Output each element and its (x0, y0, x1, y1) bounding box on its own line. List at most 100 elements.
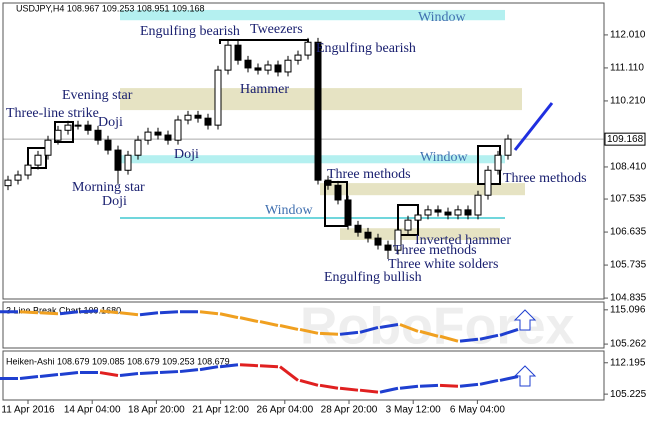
candle-body (304, 41, 312, 56)
candle-body (214, 69, 222, 126)
panel-segment (319, 331, 339, 336)
panel-segment (379, 386, 399, 394)
pattern-label: Engulfing bearish (140, 24, 240, 39)
candle-body (154, 131, 162, 136)
up-arrow (513, 365, 537, 387)
candle-body (114, 149, 122, 171)
panel-frame (2, 350, 605, 401)
panel-segment (99, 371, 119, 377)
candle-body (464, 209, 472, 216)
candle-body (314, 41, 322, 181)
panel-segment (219, 363, 239, 369)
candle-body (144, 131, 152, 141)
candle-body (354, 224, 362, 233)
candle-body (34, 154, 42, 166)
pattern-label: Engulfing bullish (324, 270, 422, 285)
panel-segment (419, 329, 439, 338)
panel-segment (219, 312, 239, 320)
candle-body (264, 64, 272, 71)
candle-body (124, 154, 132, 171)
candle-body (434, 209, 442, 213)
y-tick-label: 112.195 (610, 357, 646, 368)
y-tick-label: 108.410 (610, 162, 646, 173)
panel-segment (119, 372, 139, 377)
panel-segment (299, 327, 319, 335)
panel-segment (359, 388, 379, 394)
candle-body (324, 179, 332, 186)
panel-segment (139, 311, 159, 317)
panel-segment (259, 364, 279, 369)
pattern-label: Three methods (503, 171, 587, 186)
panel-segment (319, 383, 339, 390)
candle-body (54, 129, 62, 141)
pattern-label: Three methods (327, 167, 411, 182)
panel-segment (479, 378, 499, 386)
pattern-label: Three-line strike (6, 106, 99, 121)
candle-body (244, 59, 252, 69)
panel-segment (59, 371, 79, 377)
pattern-label: Window (265, 203, 314, 218)
candle-body (484, 169, 492, 196)
pattern-label: Inverted hammer (415, 233, 511, 248)
panel-segment (399, 384, 419, 390)
candle-body (4, 179, 12, 187)
pattern-label: Doji (174, 147, 199, 162)
panel-segment (119, 311, 139, 317)
x-tick-label: 21 Apr 12:00 (192, 405, 249, 416)
candle-body (254, 67, 262, 71)
candle-body (64, 124, 72, 131)
panel-segment (339, 330, 359, 336)
candle-body (454, 209, 462, 216)
x-tick-label: 3 May 12:00 (386, 405, 441, 416)
pattern-label: Engulfing bearish (316, 41, 416, 56)
panel-segment (39, 311, 59, 316)
panel-segment (159, 310, 179, 315)
x-tick-label: 26 Apr 04:00 (256, 405, 313, 416)
panel-title: Heiken-Ashi 108.679 109.085 108.679 109.… (6, 356, 230, 366)
panel-segment (499, 375, 519, 382)
y-tick-label: 111.110 (610, 63, 644, 74)
panel-segment (439, 334, 459, 343)
pattern-label: Three methods (393, 243, 477, 258)
candle-body (164, 134, 172, 141)
candle-body (184, 114, 192, 121)
candle-body (444, 211, 452, 216)
panel-segment (499, 327, 519, 337)
panel-segment (199, 365, 219, 372)
candle-body (294, 54, 302, 61)
y-tick-label: 104.835 (610, 293, 646, 304)
up-arrow (513, 309, 537, 331)
candle-body (274, 64, 282, 73)
y-tick-label: 112.010 (610, 30, 646, 41)
panel-segment (239, 363, 259, 368)
panel-segment (79, 309, 99, 314)
panel-frame (2, 301, 605, 349)
trend-arrow (513, 102, 554, 151)
x-tick-label: 28 Apr 20:00 (321, 405, 378, 416)
x-tick-label: 18 Apr 20:00 (128, 405, 185, 416)
last-price-label: 109.168 (607, 134, 644, 145)
candle-body (494, 154, 502, 171)
panel-segment (279, 324, 299, 331)
y-tick-label: 110.210 (610, 96, 646, 107)
pattern-label: Doji (98, 115, 123, 130)
x-tick-label: 6 May 04:00 (450, 405, 505, 416)
y-tick-label: 106.635 (610, 227, 646, 238)
candle-body (24, 164, 32, 176)
pattern-label: Tweezers (250, 22, 303, 37)
candle-body (374, 237, 382, 246)
candle-body (424, 209, 432, 216)
candle-body (74, 124, 82, 127)
pattern-zone (120, 9, 505, 21)
candle-body (84, 124, 92, 131)
panel-segment (439, 383, 459, 388)
panel-segment (19, 310, 39, 315)
candle-body (414, 214, 422, 221)
x-tick-label: 14 Apr 04:00 (64, 405, 121, 416)
pattern-label: Three white solders (388, 257, 498, 272)
candle-body (94, 129, 102, 141)
panel-segment (199, 310, 219, 316)
y-tick-label: 107.535 (610, 194, 646, 205)
